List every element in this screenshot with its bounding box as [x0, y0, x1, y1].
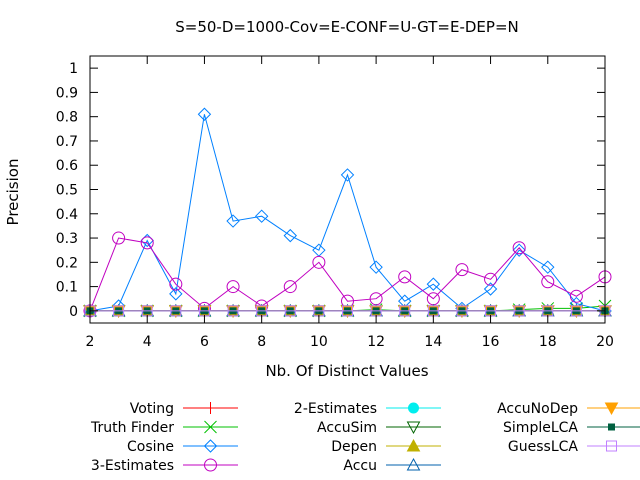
data-point: [283, 228, 297, 243]
legend-marker: [406, 421, 421, 435]
x-tick-label: 12: [367, 334, 385, 350]
y-tick-label: 0.4: [56, 207, 78, 223]
legend-entry-3-estimates: 3-Estimates: [91, 458, 238, 474]
legend-label: 3-Estimates: [91, 458, 174, 474]
data-point: [541, 260, 555, 274]
legend-label: GuessLCA: [508, 439, 578, 455]
legend-marker: [604, 402, 619, 416]
data-point: [369, 260, 383, 274]
legend-label: AccuNoDep: [497, 401, 578, 417]
data-point: [513, 305, 525, 317]
legend-label: AccuSim: [317, 420, 377, 436]
data-point: [483, 282, 498, 296]
data-point: [342, 305, 353, 317]
x-tick-label: 2: [86, 334, 95, 350]
legend-marker: [203, 439, 218, 453]
y-tick-label: 0: [69, 304, 78, 320]
legend-marker: [406, 438, 421, 452]
axes-layer: 00.10.20.30.40.50.60.70.80.912 4 6 8 10 12 14 1…: [56, 55, 614, 350]
data-point: [283, 280, 297, 294]
legend-entry-accu: Accu: [343, 457, 441, 474]
legend-entry-depen: Depen: [331, 438, 441, 455]
y-tick-label: 0.2: [56, 255, 78, 271]
data-point: [541, 275, 555, 289]
y-tick-label: 1: [69, 61, 78, 77]
legend-marker: [408, 402, 419, 414]
legend-entry-accusim: AccuSim: [317, 420, 441, 436]
legend-label: Cosine: [127, 439, 174, 455]
x-tick-label: 6: [200, 334, 209, 350]
y-tick-label: 0.5: [56, 183, 78, 199]
series-cosine: [83, 107, 612, 318]
data-point: [113, 305, 125, 317]
x-tick-label: 10: [310, 334, 328, 350]
legend-label: Truth Finder: [90, 420, 174, 436]
y-tick-label: 0.1: [56, 280, 78, 296]
legend-label: Accu: [343, 458, 377, 474]
legend-marker: [204, 420, 217, 434]
legend-entry-2-estimates: 2-Estimates: [294, 401, 441, 417]
legend-entry-guesslca: GuessLCA: [508, 439, 640, 455]
legend-label: SimpleLCA: [503, 420, 578, 436]
chart-title: S=50-D=1000-Cov=E-CONF=U-GT=E-DEP=N: [175, 18, 519, 36]
data-point: [398, 270, 412, 284]
y-tick-label: 0.6: [56, 158, 78, 174]
plot-frame: [89, 55, 606, 324]
data-point: [227, 305, 239, 317]
series-layer: [83, 107, 612, 318]
x-tick-label: 20: [596, 334, 614, 350]
legend-marker: [606, 440, 617, 452]
legend-marker: [608, 423, 615, 431]
data-point: [226, 280, 240, 294]
data-point: [112, 231, 126, 245]
x-tick-label: 16: [482, 334, 500, 350]
legend-entry-simplelca: SimpleLCA: [503, 420, 640, 436]
series-line: [89, 114, 606, 312]
y-axis-label: Precision: [4, 159, 22, 226]
legend-label: Depen: [331, 439, 377, 455]
data-point: [197, 107, 212, 121]
y-tick-label: 0.7: [56, 134, 78, 150]
data-point: [512, 241, 526, 255]
data-point: [312, 255, 326, 269]
x-tick-label: 18: [539, 334, 557, 350]
data-point: [570, 305, 582, 317]
legend-entry-cosine: Cosine: [127, 439, 238, 455]
data-point: [169, 287, 183, 301]
data-point: [140, 236, 154, 250]
data-point: [426, 277, 441, 291]
data-point: [254, 209, 269, 223]
legend-marker: [406, 457, 421, 471]
legend-entry-voting: Voting: [130, 401, 238, 417]
data-point: [512, 243, 526, 257]
data-point: [399, 305, 411, 317]
x-tick-label: 8: [257, 334, 266, 350]
legend-marker: [204, 402, 217, 414]
data-point: [226, 214, 240, 228]
data-point: [484, 272, 498, 286]
legend-label: Voting: [130, 401, 174, 417]
x-tick-label: 14: [424, 334, 442, 350]
data-point: [455, 263, 469, 277]
y-tick-label: 0.8: [56, 110, 78, 126]
x-axis-label: Nb. Of Distinct Values: [265, 362, 428, 380]
legend-label: 2-Estimates: [294, 401, 377, 417]
legend: Voting Truth Finder Cosine 3-Estimates 2-Est…: [90, 401, 640, 474]
data-point: [340, 168, 355, 182]
data-point: [456, 305, 468, 317]
legend-marker: [204, 458, 217, 472]
series-line: [89, 237, 606, 312]
x-tick-label: 4: [143, 334, 152, 350]
data-point: [169, 277, 183, 291]
data-point: [170, 305, 182, 317]
data-point: [284, 305, 296, 317]
y-tick-label: 0.9: [56, 85, 78, 101]
data-point: [569, 289, 583, 303]
legend-entry-truth-finder: Truth Finder: [90, 420, 238, 436]
legend-entry-accunodep: AccuNoDep: [497, 401, 640, 417]
y-tick-label: 0.3: [56, 231, 78, 247]
